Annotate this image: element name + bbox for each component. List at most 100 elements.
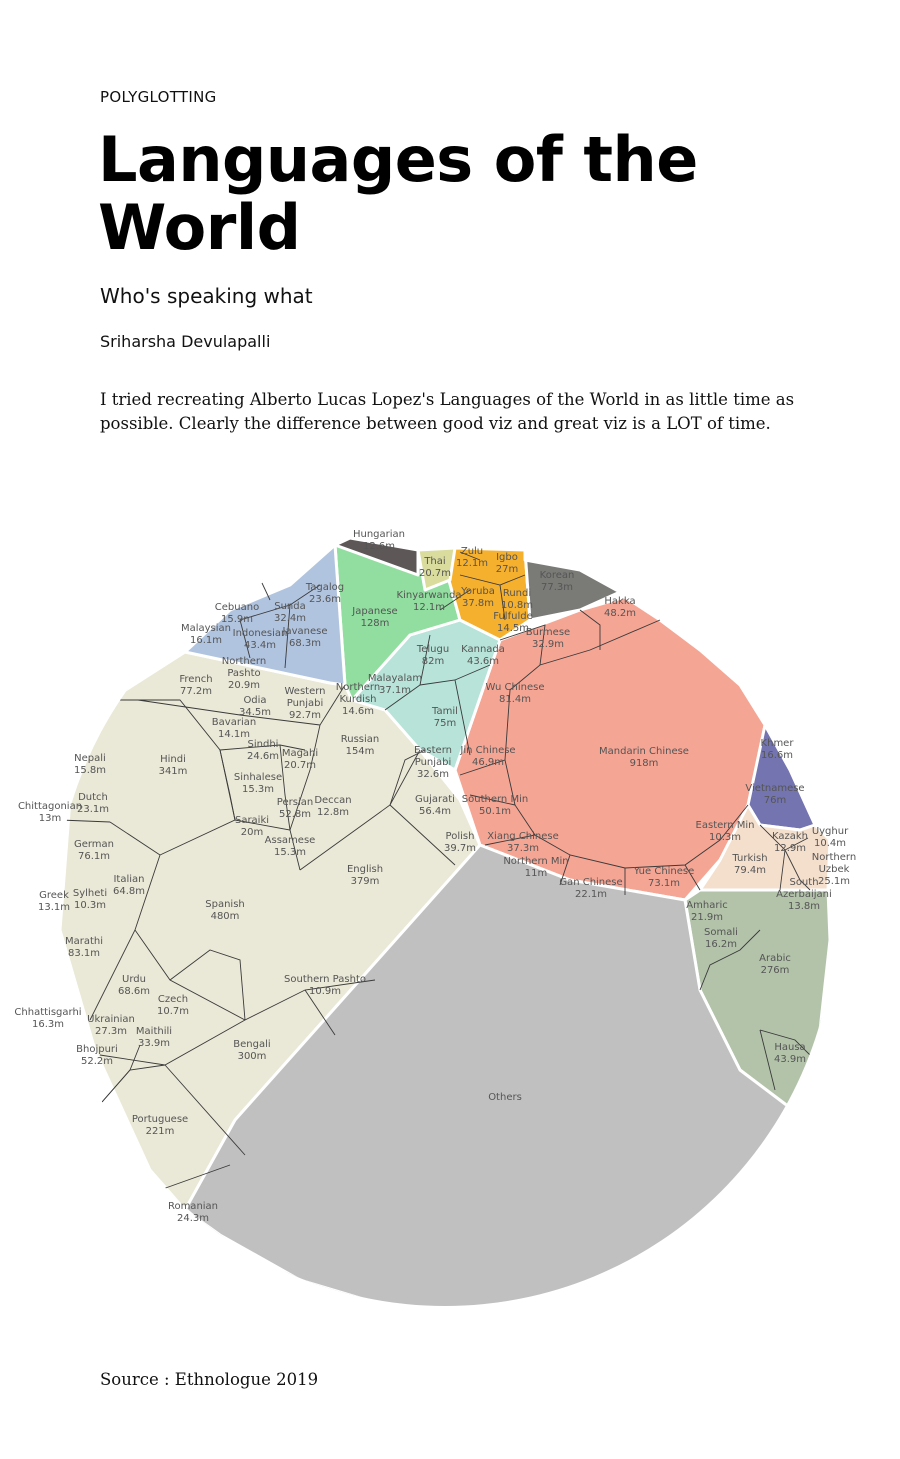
label-indonesian: Indonesian 43.4m xyxy=(233,628,288,651)
label-urdu: Urdu 68.6m xyxy=(118,974,150,997)
label-northern-uzbek: Northern Uzbek 25.1m xyxy=(812,852,856,887)
label-southern-min: Southern Min 50.1m xyxy=(462,794,528,817)
label-others: Others xyxy=(488,1092,522,1103)
label-western-punjabi: Western Punjabi 92.7m xyxy=(284,686,325,721)
label-chittagonian: Chittagonian 13m xyxy=(18,801,82,824)
label-greek: Greek 13.1m xyxy=(38,890,70,913)
cell-border xyxy=(159,1164,231,1191)
cell-border xyxy=(169,949,246,1021)
label-southern-pashto: Southern Pashto 10.9m xyxy=(284,974,366,997)
label-dutch: Dutch 23.1m xyxy=(77,792,109,815)
cell-border xyxy=(759,1029,776,1091)
label-tamil: Tamil 75m xyxy=(431,706,458,729)
region-thai-group xyxy=(416,546,457,592)
label-yue-chinese: Yue Chinese 73.1m xyxy=(633,866,695,889)
label-kinyarwanda: Kinyarwanda 12.1m xyxy=(397,590,462,613)
label-bavarian: Bavarian 14.1m xyxy=(212,717,256,740)
author-name: Sriharsha Devulapalli xyxy=(100,332,271,351)
label-french: French 77.2m xyxy=(179,674,212,697)
label-czech: Czech 10.7m xyxy=(157,994,189,1017)
label-tagalog: Tagalog 23.6m xyxy=(305,582,344,605)
label-arabic: Arabic 276m xyxy=(759,953,791,976)
label-hungarian: Hungarian 12.6m xyxy=(353,529,405,552)
description-paragraph: I tried recreating Alberto Lucas Lopez's… xyxy=(100,390,795,433)
cell-border xyxy=(459,551,481,561)
label-fulfulde: Fulfulde 14.5m xyxy=(493,611,532,634)
cell-border xyxy=(389,804,456,866)
cell-border xyxy=(499,584,506,621)
cell-border xyxy=(384,684,421,711)
page-subtitle: Who's speaking what xyxy=(100,284,313,308)
cell-border xyxy=(159,819,301,871)
cell-border xyxy=(454,679,471,756)
cell-border xyxy=(469,794,516,806)
label-italian: Italian 64.8m xyxy=(113,874,145,897)
voronoi-chart: Spanish 480m English 379m Hindi 341m Bengali 30… xyxy=(14,529,856,1306)
label-cebuano: Cebuano 15.9m xyxy=(215,602,259,625)
label-romanian: Romanian 24.3m xyxy=(168,1201,218,1224)
label-sunda: Sunda 32.4m xyxy=(274,601,306,624)
label-igbo: Igbo 27m xyxy=(496,552,518,575)
label-korean: Korean 77.3m xyxy=(540,570,575,593)
cell-border xyxy=(219,749,236,821)
label-khmer: Khmer 16.6m xyxy=(761,738,795,761)
cell-border xyxy=(304,989,336,1036)
label-uyghur: Uyghur 10.4m xyxy=(812,826,849,849)
label-magahi: Magahi 20.7m xyxy=(282,748,318,771)
label-zulu: Zulu 12.1m xyxy=(456,546,488,569)
cell-border xyxy=(784,849,811,891)
label-burmese: Burmese 32.9m xyxy=(526,627,570,650)
label-hausa: Hausa 43.9m xyxy=(774,1042,806,1065)
cell-border xyxy=(509,619,661,691)
label-deccan: Deccan 12.8m xyxy=(314,795,351,818)
label-spanish: Spanish 480m xyxy=(205,899,245,922)
cell-border xyxy=(439,589,471,611)
label-vietnamese: Vietnamese 76m xyxy=(745,783,804,806)
label-portuguese: Portuguese 221m xyxy=(132,1114,188,1137)
cell-border xyxy=(94,1044,141,1111)
label-malaysian: Malaysian 16.1m xyxy=(181,623,231,646)
label-russian: Russian 154m xyxy=(341,734,380,757)
cell-border xyxy=(59,819,111,823)
label-xiang-chinese: Xiang Chinese 37.3m xyxy=(487,831,559,854)
label-gan-chinese: Gan Chinese 22.1m xyxy=(559,877,622,900)
label-sinhalese: Sinhalese 15.3m xyxy=(234,772,282,795)
label-assamese: Assamese 15.3m xyxy=(265,835,316,858)
label-northern-kurdish: Northern Kurdish 14.6m xyxy=(336,682,380,717)
label-wu-chinese: Wu Chinese 81.4m xyxy=(486,682,545,705)
cell-border xyxy=(109,821,161,856)
label-persian: Persian 52.8m xyxy=(277,797,313,820)
label-sindhi: Sindhi 24.6m xyxy=(247,739,279,762)
cell-border xyxy=(499,624,546,666)
cell-border xyxy=(389,749,426,806)
cell-border xyxy=(579,609,601,650)
cell-border xyxy=(779,849,786,891)
cell-border xyxy=(284,604,291,669)
label-telugu: Telugu 82m xyxy=(416,644,449,667)
label-bengali: Bengali 300m xyxy=(233,1039,270,1062)
page-title: Languages of the World xyxy=(98,123,698,264)
cell-border xyxy=(239,619,251,659)
label-saraiki: Saraiki 20m xyxy=(235,815,269,838)
label-gujarati: Gujarati 56.4m xyxy=(415,794,455,817)
label-maithili: Maithili 33.9m xyxy=(136,1026,172,1049)
label-south-azerbaijani: South Azerbaijani 13.8m xyxy=(776,877,832,912)
label-thai: Thai 20.7m xyxy=(419,556,451,579)
cell-border xyxy=(164,1064,246,1156)
label-eastern-punjabi: Eastern Punjabi 32.6m xyxy=(414,745,452,780)
label-hakka: Hakka 48.2m xyxy=(604,596,636,619)
label-northern-min: Northern Min 11m xyxy=(503,856,568,879)
source-note: Source : Ethnologue 2019 xyxy=(100,1370,319,1389)
cell-border xyxy=(484,834,536,846)
cell-border xyxy=(419,634,431,686)
label-japanese: Japanese 128m xyxy=(351,606,397,629)
label-nepali: Nepali 15.8m xyxy=(74,753,106,776)
label-english: English 379m xyxy=(347,864,383,887)
label-somali: Somali 16.2m xyxy=(704,927,738,950)
label-amharic: Amharic 21.9m xyxy=(686,900,727,923)
label-kazakh: Kazakh 12.9m xyxy=(772,831,808,854)
label-malayalam: Malayalam 37.1m xyxy=(368,673,422,696)
label-rundi: Rundi 10.8m xyxy=(501,588,533,611)
label-ukrainian: Ukrainian 27.3m xyxy=(87,1014,135,1037)
label-eastern-min: Eastern Min 10.3m xyxy=(696,820,755,843)
